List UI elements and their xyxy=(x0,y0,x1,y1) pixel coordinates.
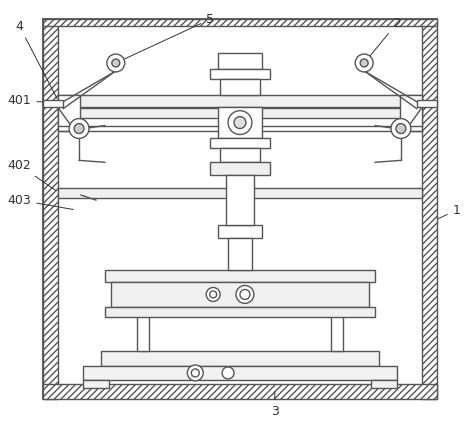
Text: 403: 403 xyxy=(8,194,73,210)
Bar xyxy=(228,238,252,270)
Bar xyxy=(58,108,422,118)
Text: 2: 2 xyxy=(366,17,401,61)
Bar xyxy=(220,79,260,95)
Text: 402: 402 xyxy=(8,159,56,191)
Bar xyxy=(43,100,63,107)
Circle shape xyxy=(222,367,234,379)
Circle shape xyxy=(360,59,368,67)
Bar xyxy=(417,100,437,107)
Circle shape xyxy=(234,116,246,129)
Bar xyxy=(220,149,260,162)
Bar xyxy=(58,95,422,107)
Circle shape xyxy=(74,124,84,133)
Bar xyxy=(218,53,262,69)
Circle shape xyxy=(187,365,203,381)
Bar xyxy=(105,270,375,281)
Circle shape xyxy=(236,286,254,303)
Bar xyxy=(400,95,422,130)
Bar xyxy=(111,281,369,307)
Bar xyxy=(105,307,375,317)
Circle shape xyxy=(355,54,373,72)
Bar xyxy=(43,384,437,399)
Bar xyxy=(83,366,397,380)
Bar xyxy=(83,380,109,388)
Text: 4: 4 xyxy=(16,20,57,98)
Circle shape xyxy=(228,111,252,135)
Circle shape xyxy=(69,119,89,138)
Bar xyxy=(58,95,80,130)
Bar xyxy=(43,19,437,399)
Bar xyxy=(331,295,343,351)
Bar xyxy=(101,351,379,366)
Bar xyxy=(422,19,437,399)
Text: 1: 1 xyxy=(438,203,460,219)
Bar xyxy=(58,188,422,198)
Bar xyxy=(137,295,148,351)
Bar xyxy=(218,225,262,238)
Bar xyxy=(210,162,270,175)
Text: 3: 3 xyxy=(271,392,279,418)
Text: 401: 401 xyxy=(8,94,55,107)
Circle shape xyxy=(206,287,220,301)
Bar xyxy=(210,69,270,79)
Circle shape xyxy=(391,119,411,138)
Bar xyxy=(371,380,397,388)
Circle shape xyxy=(107,54,125,72)
Bar xyxy=(210,138,270,149)
Circle shape xyxy=(210,291,217,298)
Bar xyxy=(218,107,262,138)
Circle shape xyxy=(112,59,120,67)
Circle shape xyxy=(191,369,199,377)
Circle shape xyxy=(396,124,406,133)
Circle shape xyxy=(240,289,250,300)
Bar xyxy=(43,19,437,26)
Text: 5: 5 xyxy=(118,13,214,62)
Bar xyxy=(43,19,58,399)
Bar xyxy=(226,175,254,225)
